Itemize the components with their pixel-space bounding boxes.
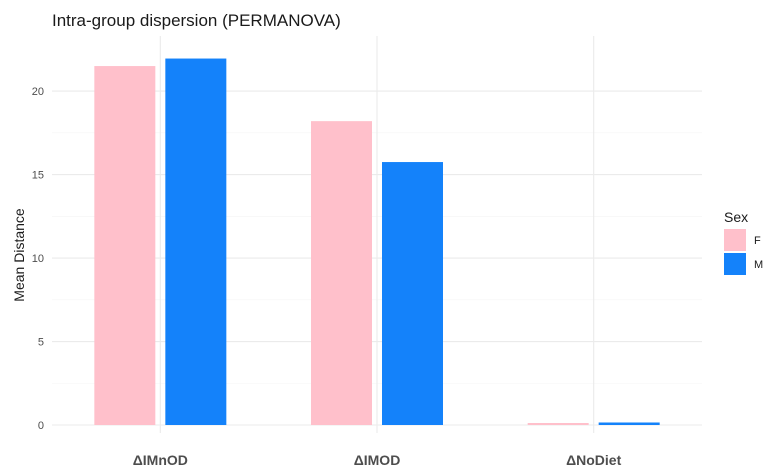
x-tick-label: ΔNoDiet [566, 452, 622, 468]
bar-m-3 [598, 422, 660, 425]
bar-f-2 [311, 121, 372, 425]
grid [52, 36, 702, 433]
x-tick-label: ΔIMOD [354, 452, 401, 468]
y-tick-label: 0 [38, 420, 44, 432]
legend-key-m [724, 253, 746, 275]
x-tick-label: ΔIMnOD [133, 452, 188, 468]
bar-f-3 [527, 422, 589, 425]
x-axis-ticks: ΔIMnOD ΔIMOD ΔNoDiet [133, 452, 622, 468]
legend-title: Sex [724, 209, 748, 225]
y-tick-label: 20 [32, 86, 44, 98]
legend-label-m: M [754, 259, 763, 271]
y-tick-label: 5 [38, 337, 44, 349]
bar-f-1 [94, 66, 156, 425]
legend-label-f: F [754, 235, 761, 247]
y-axis-ticks: 0 5 10 15 20 [32, 86, 44, 432]
y-tick-label: 15 [32, 170, 44, 182]
bar-m-1 [165, 58, 227, 425]
bar-m-2 [382, 162, 443, 425]
y-axis-label: Mean Distance [11, 208, 27, 302]
legend: Sex FM [724, 209, 763, 275]
y-tick-label: 10 [32, 253, 44, 265]
legend-key-f [724, 229, 746, 251]
chart-title: Intra-group dispersion (PERMANOVA) [52, 11, 341, 30]
bars [94, 58, 660, 425]
